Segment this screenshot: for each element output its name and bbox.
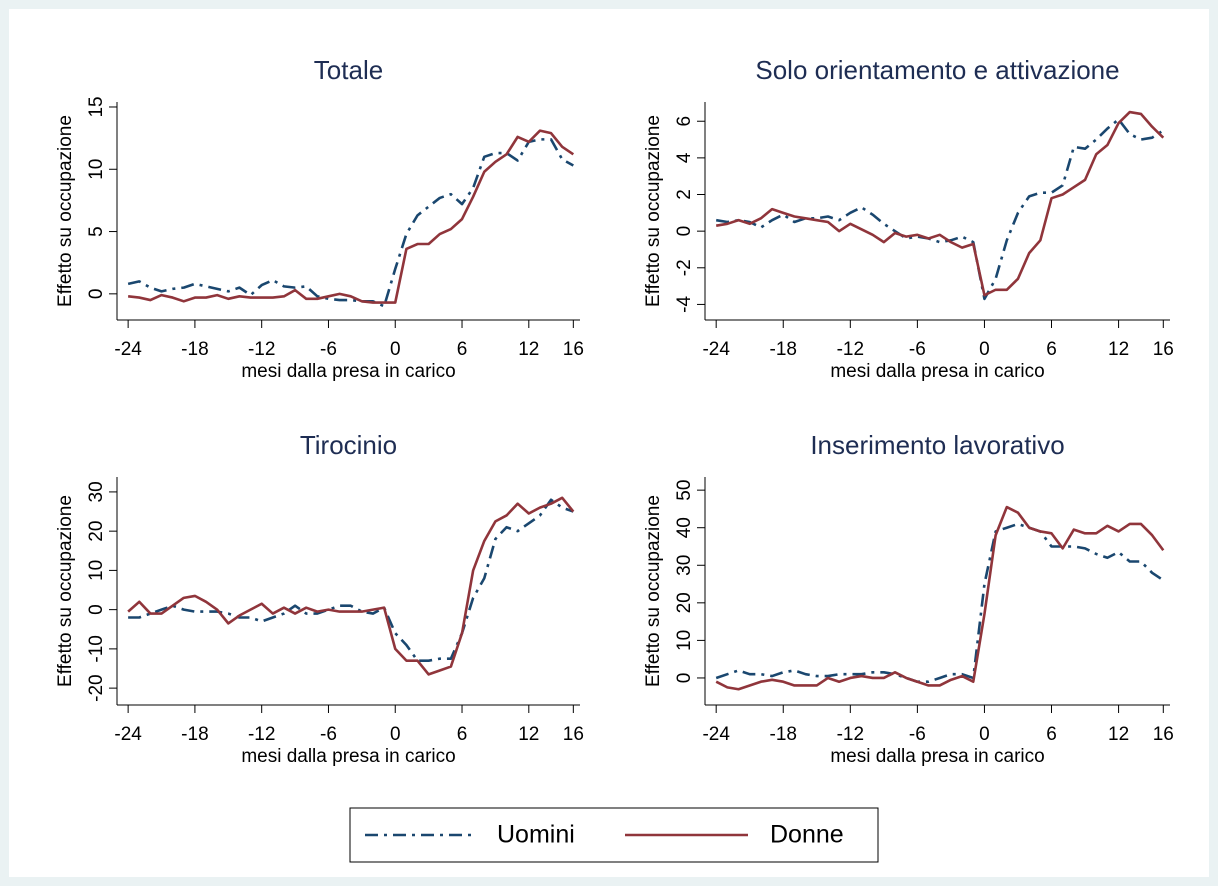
x-tick-label: -18 bbox=[181, 724, 208, 745]
x-tick-label: 0 bbox=[979, 724, 990, 745]
x-axis-label: mesi dalla presa in carico bbox=[830, 746, 1044, 767]
x-tick-label: -12 bbox=[837, 339, 864, 360]
x-tick-label: 12 bbox=[1108, 724, 1129, 745]
x-tick-label: -12 bbox=[837, 724, 864, 745]
y-tick-label: 0 bbox=[86, 289, 107, 300]
panel-title: Tirocinio bbox=[300, 430, 397, 460]
y-tick-label: 30 bbox=[86, 481, 107, 502]
series-line bbox=[127, 138, 574, 308]
x-tick-label: -12 bbox=[248, 339, 275, 360]
y-tick-label: 2 bbox=[674, 189, 695, 200]
y-tick-label: -10 bbox=[86, 635, 107, 662]
x-tick-label: 0 bbox=[390, 339, 401, 360]
x-tick-label: 16 bbox=[563, 724, 584, 745]
graph-region bbox=[9, 9, 1209, 877]
x-tick-label: 16 bbox=[563, 339, 584, 360]
y-tick-label: 10 bbox=[86, 560, 107, 581]
x-tick-label: 6 bbox=[457, 724, 468, 745]
x-tick-label: -24 bbox=[114, 724, 142, 745]
y-tick-label: 0 bbox=[86, 604, 107, 615]
y-axis-label: Effetto su occupazione bbox=[55, 495, 76, 687]
series-line bbox=[715, 505, 1165, 691]
y-axis-label: Effetto su occupazione bbox=[643, 115, 664, 307]
x-tick-label: -24 bbox=[702, 724, 730, 745]
x-tick-label: 6 bbox=[457, 339, 468, 360]
legend-box bbox=[349, 807, 879, 863]
x-tick-label: 0 bbox=[390, 724, 401, 745]
y-tick-label: 0 bbox=[674, 226, 695, 237]
series-line bbox=[715, 522, 1165, 684]
x-axis-label: mesi dalla presa in carico bbox=[241, 361, 455, 382]
legend-label: Uomini bbox=[497, 821, 575, 849]
series-line bbox=[127, 496, 575, 676]
y-tick-label: 4 bbox=[674, 152, 695, 163]
y-tick-label: 15 bbox=[86, 96, 107, 117]
x-tick-label: -6 bbox=[909, 724, 926, 745]
y-tick-label: 20 bbox=[86, 521, 107, 542]
x-tick-label: 16 bbox=[1153, 724, 1174, 745]
x-tick-label: 12 bbox=[518, 724, 539, 745]
x-tick-label: 0 bbox=[979, 339, 990, 360]
x-tick-label: -6 bbox=[909, 339, 926, 360]
y-tick-label: 0 bbox=[674, 673, 695, 684]
panel-title: Solo orientamento e attivazione bbox=[755, 55, 1119, 85]
y-tick-label: 6 bbox=[674, 116, 695, 127]
x-tick-label: 12 bbox=[1108, 339, 1129, 360]
y-tick-label: 5 bbox=[86, 226, 107, 237]
x-tick-label: -24 bbox=[702, 339, 730, 360]
x-tick-label: -24 bbox=[114, 339, 142, 360]
panel-title: Totale bbox=[314, 55, 383, 85]
y-tick-label: 50 bbox=[674, 480, 695, 501]
x-tick-label: -6 bbox=[320, 724, 337, 745]
series-line bbox=[715, 110, 1165, 297]
panel-title: Inserimento lavorativo bbox=[810, 430, 1064, 460]
x-tick-label: -18 bbox=[770, 339, 797, 360]
x-tick-label: -18 bbox=[181, 339, 208, 360]
y-tick-label: 30 bbox=[674, 555, 695, 576]
y-tick-label: 40 bbox=[674, 517, 695, 538]
x-tick-label: -12 bbox=[248, 724, 275, 745]
legend-label: Donne bbox=[770, 821, 844, 849]
x-tick-label: 16 bbox=[1153, 339, 1174, 360]
y-axis-label: Effetto su occupazione bbox=[643, 495, 664, 687]
y-tick-label: 20 bbox=[674, 592, 695, 613]
x-axis-label: mesi dalla presa in carico bbox=[830, 361, 1044, 382]
x-tick-label: 6 bbox=[1046, 724, 1057, 745]
series-line bbox=[127, 129, 575, 304]
y-tick-label: 10 bbox=[86, 159, 107, 180]
x-tick-label: 12 bbox=[518, 339, 539, 360]
y-tick-label: 10 bbox=[674, 630, 695, 651]
y-tick-label: -2 bbox=[674, 259, 695, 276]
series-line bbox=[128, 498, 574, 662]
x-tick-label: 6 bbox=[1046, 339, 1057, 360]
y-axis-label: Effetto su occupazione bbox=[55, 115, 76, 307]
x-tick-label: -6 bbox=[320, 339, 337, 360]
x-axis-label: mesi dalla presa in carico bbox=[241, 746, 455, 767]
x-tick-label: -18 bbox=[770, 724, 797, 745]
y-tick-label: -4 bbox=[674, 296, 695, 313]
y-tick-label: -20 bbox=[86, 674, 107, 701]
